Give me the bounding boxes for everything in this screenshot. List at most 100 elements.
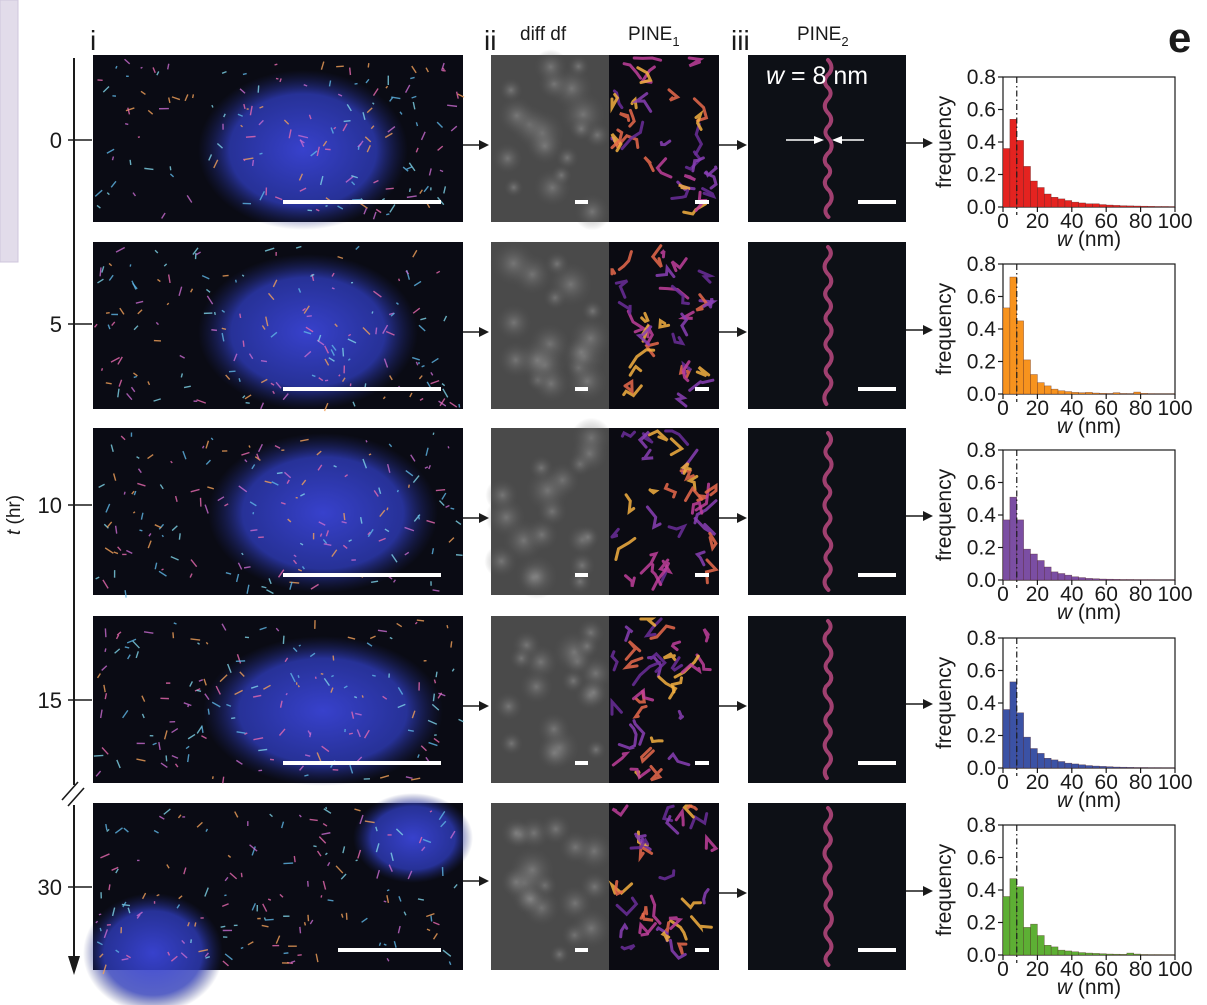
pine-trace — [702, 628, 710, 643]
dna-fragment — [300, 493, 306, 497]
histogram-bar — [1044, 385, 1052, 395]
dna-fragment — [359, 516, 363, 524]
speckle-blob — [508, 846, 556, 894]
dna-fragment — [365, 78, 370, 84]
dna-fragment — [238, 485, 248, 493]
dna-fragment — [99, 953, 104, 958]
x-tick-label: 80 — [1129, 958, 1152, 981]
histogram-bar — [1023, 359, 1031, 395]
pine-trace — [678, 183, 691, 191]
histogram-bar — [1099, 766, 1107, 769]
dna-fragment — [314, 676, 317, 680]
dna-fragment — [418, 375, 423, 380]
dna-fragment — [257, 443, 263, 453]
arrow-to-histogram-head — [923, 511, 933, 521]
dna-fragment — [317, 334, 322, 342]
dna-fragment — [298, 288, 302, 293]
dna-fragment — [451, 668, 455, 672]
dna-fragment — [113, 551, 119, 555]
dna-fragment — [385, 330, 395, 336]
dna-fragment — [141, 713, 145, 719]
dna-fragment — [117, 388, 120, 398]
dna-fragment — [163, 263, 168, 267]
dna-fragment — [224, 894, 227, 897]
speckle-blob — [514, 553, 560, 600]
dna-fragment — [284, 657, 289, 663]
arrow-to-histogram-head — [923, 138, 933, 148]
pine-trace — [624, 640, 642, 661]
dna-fragment — [372, 211, 377, 220]
pine-trace — [665, 815, 680, 835]
y-tick-label: 0.4 — [967, 504, 997, 527]
dna-fragment — [412, 475, 420, 484]
x-tick-label: 20 — [1026, 210, 1049, 233]
time-axis-label: t (hr) — [4, 495, 25, 535]
pine-trace — [694, 109, 704, 131]
dna-fragment — [367, 531, 371, 536]
dna-fragment — [324, 852, 328, 856]
pine-trace — [610, 650, 619, 672]
dna-fragment — [96, 204, 101, 209]
dna-fragment — [293, 855, 296, 863]
dna-fragment — [303, 305, 310, 314]
header-pine1: PINE1 — [628, 24, 680, 49]
dna-fragment — [260, 359, 268, 363]
dna-fragment — [126, 549, 133, 554]
dna-fragment — [383, 943, 387, 946]
histogram-t-10: 0.0 0.2 0.4 0.6 0.8 0 20 40 60 80 100 w (nm) frequen… — [933, 439, 1193, 624]
dna-fragment — [275, 935, 281, 944]
dna-fragment — [122, 709, 129, 719]
x-tick-label: 80 — [1129, 397, 1152, 420]
dna-fragment — [170, 555, 179, 561]
dna-fragment — [331, 344, 337, 351]
dna-fragment — [290, 672, 296, 683]
dna-fragment — [190, 638, 201, 641]
dna-fragment — [356, 729, 361, 738]
dna-fragment — [299, 926, 302, 934]
x-axis-label-var: w — [1057, 789, 1074, 812]
dna-fragment — [322, 822, 328, 827]
pine-trace — [692, 97, 709, 123]
dna-fragment — [201, 725, 204, 733]
dna-fragment — [158, 570, 167, 577]
speckle-blob — [565, 359, 609, 403]
dna-fragment — [95, 770, 102, 777]
dna-fragment — [327, 899, 334, 902]
dna-fragment — [203, 678, 207, 686]
dna-fragment — [105, 382, 112, 385]
histogram-bar — [1030, 923, 1038, 956]
pine-trace — [611, 804, 629, 818]
dna-fragment — [171, 96, 181, 101]
pine-trace — [687, 56, 705, 68]
dna-fragment — [227, 854, 232, 858]
dna-fragment — [313, 845, 317, 848]
dna-fragment — [205, 641, 209, 645]
histogram-bar — [1037, 753, 1045, 769]
dna-fragment — [441, 382, 446, 387]
dna-fragment — [338, 374, 341, 377]
pine-trace — [614, 536, 637, 561]
dna-fragment — [318, 836, 327, 844]
width-annotation-var: w — [766, 62, 786, 90]
dna-fragment — [140, 512, 144, 520]
speckle-blob — [503, 177, 525, 198]
x-tick-label: 60 — [1095, 583, 1118, 606]
time-tick-label: 0 — [50, 128, 62, 153]
pine-trace — [648, 488, 660, 495]
dna-fragment — [431, 703, 440, 711]
histogram-t-0: 0.0 0.2 0.4 0.6 0.8 0 20 40 60 80 100 w (nm) frequen… — [933, 66, 1193, 251]
dna-fragment — [365, 440, 368, 443]
dna-fragment — [169, 173, 175, 178]
pine-trace — [639, 617, 657, 627]
single-molecule-trace — [822, 806, 834, 967]
dna-fragment — [101, 266, 105, 273]
pine-trace — [610, 527, 620, 539]
dna-fragment — [412, 249, 418, 258]
histogram-bar — [1057, 761, 1066, 769]
dna-fragment — [244, 394, 252, 400]
diff-df-panel — [491, 616, 614, 783]
pine-trace — [620, 943, 636, 951]
dna-fragment — [448, 537, 455, 543]
y-tick-label: 0.0 — [967, 944, 996, 967]
dna-fragment — [315, 953, 319, 963]
